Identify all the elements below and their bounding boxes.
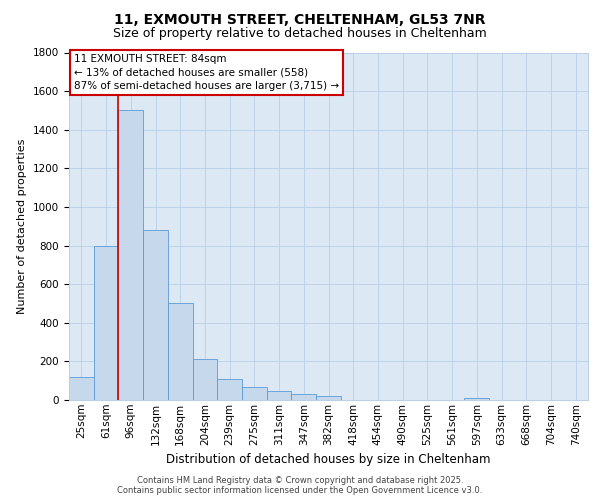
Text: 11 EXMOUTH STREET: 84sqm
← 13% of detached houses are smaller (558)
87% of semi-: 11 EXMOUTH STREET: 84sqm ← 13% of detach…: [74, 54, 340, 90]
Bar: [94, 246, 118, 400]
Bar: [464, 398, 489, 400]
Text: Contains HM Land Registry data © Crown copyright and database right 2025.
Contai: Contains HM Land Registry data © Crown c…: [118, 476, 482, 495]
X-axis label: Distribution of detached houses by size in Cheltenham: Distribution of detached houses by size …: [166, 453, 491, 466]
Bar: [69, 377, 94, 400]
Bar: [193, 360, 217, 400]
Text: 11, EXMOUTH STREET, CHELTENHAM, GL53 7NR: 11, EXMOUTH STREET, CHELTENHAM, GL53 7NR: [114, 12, 486, 26]
Y-axis label: Number of detached properties: Number of detached properties: [17, 138, 28, 314]
Text: Size of property relative to detached houses in Cheltenham: Size of property relative to detached ho…: [113, 28, 487, 40]
Bar: [242, 388, 267, 400]
Bar: [168, 304, 193, 400]
Bar: [292, 394, 316, 400]
Bar: [143, 230, 168, 400]
Bar: [118, 110, 143, 400]
Bar: [316, 396, 341, 400]
Bar: [267, 392, 292, 400]
Bar: [217, 379, 242, 400]
